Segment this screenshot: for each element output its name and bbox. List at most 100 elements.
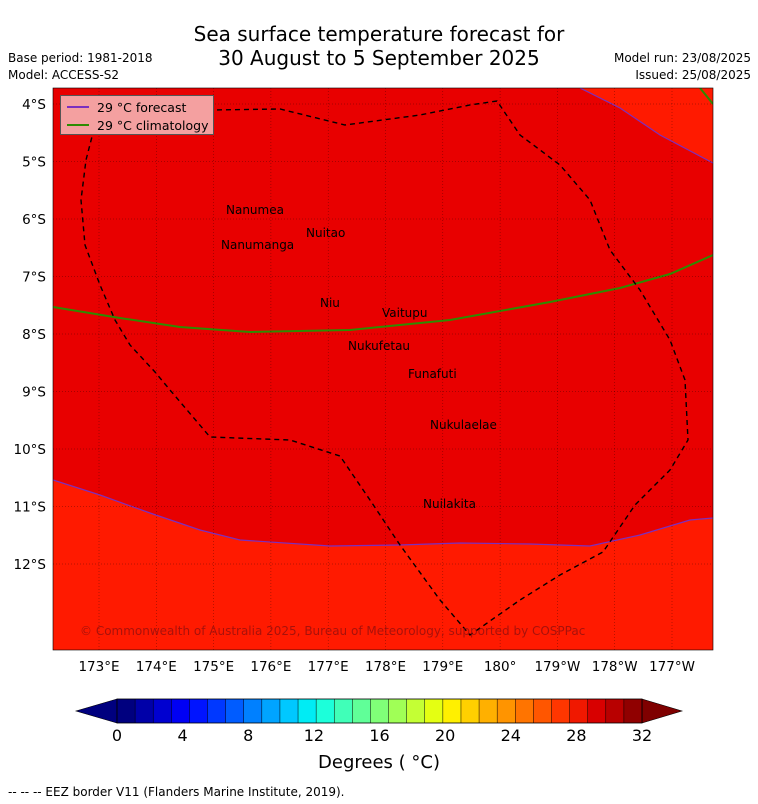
colorbar-bin [225, 699, 245, 723]
colorbar-bin [171, 699, 190, 723]
lat-label: 6°S [22, 212, 46, 228]
colorbar-tick-label: 12 [304, 726, 324, 745]
colorbar-bin [406, 699, 426, 723]
colorbar-tick-label: 24 [501, 726, 521, 745]
colorbar-bin [261, 699, 281, 723]
colorbar-tick-label: 28 [566, 726, 586, 745]
colorbar-bin [316, 699, 335, 723]
title-line-2: 30 August to 5 September 2025 [218, 46, 540, 70]
legend-forecast-entry: 29 °C forecast [67, 98, 186, 116]
island-label: Nukufetau [348, 339, 410, 353]
colorbar-bin [587, 699, 607, 723]
colorbar-tick-label: 16 [369, 726, 389, 745]
model-name: Model: ACCESS-S2 [8, 68, 120, 82]
lon-label: 178°E [365, 659, 406, 675]
lat-label: 4°S [22, 97, 46, 113]
colorbar-bin [460, 699, 480, 723]
lat-label: 9°S [22, 385, 46, 401]
colorbar-bin [243, 699, 263, 723]
climatology-29c-contour-ne [699, 88, 713, 105]
meta-left: Base period: 1981-2018 Model: ACCESS-S2 [8, 50, 153, 84]
lon-label: 176°E [250, 659, 291, 675]
lon-label: 179°E [422, 659, 463, 675]
colorbar-bin [424, 699, 444, 723]
colorbar-over-arrow [641, 698, 684, 724]
island-label: Nuitao [306, 226, 345, 240]
colorbar-tick-label: 8 [243, 726, 253, 745]
island-label: Nukulaelae [430, 418, 497, 432]
climatology-29c-contour [53, 254, 713, 334]
island-labels: Nanumea Nuitao Nanumanga Niu Vaitupu Nukufeta… [221, 203, 497, 511]
lon-label: 177°E [308, 659, 349, 675]
lon-label: 175°E [193, 659, 234, 675]
colorbar-bin [442, 699, 462, 723]
colorbar-bin [135, 699, 154, 723]
longitude-labels: 173°E 174°E 175°E 176°E 177°E 178°E 179°E 180° 1… [78, 659, 694, 675]
colorbar-bin [298, 699, 317, 723]
colorbar-bin [551, 699, 570, 723]
colorbar-bin [279, 699, 299, 723]
colorbar: 0 4 8 12 16 20 24 28 32 [74, 698, 684, 745]
colorbar-tick-label: 32 [632, 726, 652, 745]
title-line-1: Sea surface temperature forecast for [193, 22, 565, 46]
colorbar-bin [153, 699, 172, 723]
colorbar-tick-label: 4 [178, 726, 188, 745]
lon-label: 177°W [649, 659, 695, 675]
colorbar-bin [533, 699, 552, 723]
island-label: Niu [320, 296, 340, 310]
colorbar-bin [605, 699, 625, 723]
colorbar-bin [352, 699, 371, 723]
colorbar-title: Degrees ( °C) [318, 752, 440, 773]
colorbar-tick-label: 0 [112, 726, 122, 745]
colorbar-bin [370, 699, 389, 723]
island-label: Vaitupu [382, 306, 428, 320]
lon-label: 173°E [78, 659, 119, 675]
colorbar-bin [189, 699, 208, 723]
colorbar-bin [515, 699, 534, 723]
eez-footnote: -- -- -- EEZ border V11 (Flanders Marine… [8, 785, 345, 799]
lat-label: 8°S [22, 327, 46, 343]
colorbar-frame [116, 698, 643, 724]
colorbar-bin [569, 699, 588, 723]
sst-29-30-region [53, 88, 713, 546]
forecast-line-swatch [67, 106, 89, 108]
colorbar-tick-label: 20 [435, 726, 455, 745]
graticule [53, 88, 713, 650]
colorbar-bin [623, 699, 643, 723]
lon-label: 179°W [534, 659, 580, 675]
lon-label: 178°W [592, 659, 638, 675]
base-period: Base period: 1981-2018 [8, 51, 153, 65]
chart-title: Sea surface temperature forecast for 30 … [0, 22, 758, 70]
map-area [53, 88, 713, 650]
climatology-line-swatch [67, 124, 89, 126]
lon-label: 174°E [136, 659, 177, 675]
island-label: Funafuti [408, 367, 457, 381]
eez-border [80, 100, 689, 636]
issued-date: Issued: 25/08/2025 [635, 68, 751, 82]
legend-climatology-entry: 29 °C climatology [67, 116, 209, 134]
island-label: Nanumea [226, 203, 284, 217]
legend-climatology-label: 29 °C climatology [97, 117, 209, 133]
colorbar-bin [207, 699, 226, 723]
lat-label: 12°S [14, 557, 47, 573]
lat-label: 7°S [22, 270, 46, 286]
lat-label: 10°S [14, 442, 47, 458]
lat-label: 11°S [14, 500, 47, 516]
map-legend: 29 °C forecast 29 °C climatology [60, 95, 214, 135]
colorbar-bin [334, 699, 353, 723]
model-run: Model run: 23/08/2025 [613, 51, 751, 65]
island-label: Nuilakita [423, 497, 476, 511]
map-frame [52, 87, 714, 651]
forecast-29c-contour [579, 88, 713, 164]
copyright-notice: © Commonwealth of Australia 2025, Bureau… [80, 624, 586, 638]
colorbar-bin [117, 699, 136, 723]
lon-label: 180° [484, 659, 517, 675]
colorbar-under-arrow [74, 698, 118, 724]
lat-label: 5°S [22, 155, 46, 171]
meta-right: Model run: 23/08/2025 Issued: 25/08/2025 [614, 50, 751, 84]
latitude-labels: 4°S 5°S 6°S 7°S 8°S 9°S 10°S 11°S 12°S [14, 97, 47, 573]
legend-forecast-label: 29 °C forecast [97, 99, 187, 115]
colorbar-bin [479, 699, 498, 723]
colorbar-bin [388, 699, 407, 723]
